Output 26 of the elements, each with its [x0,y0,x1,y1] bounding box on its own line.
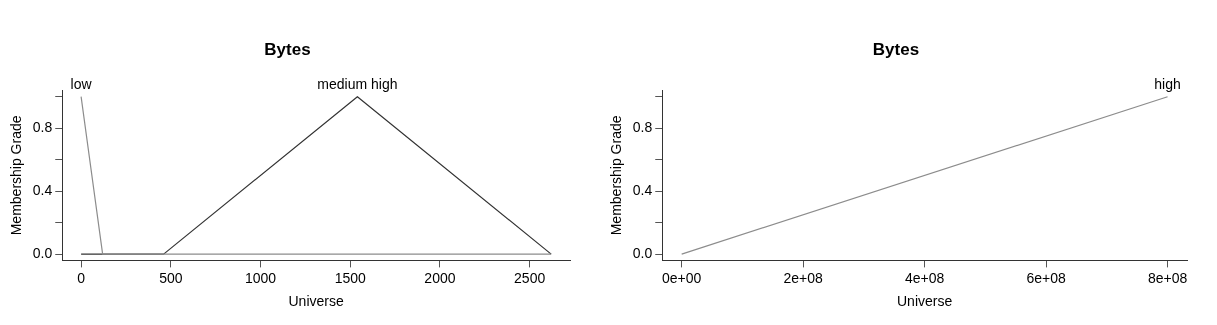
x-tick-label: 2000 [424,269,456,286]
y-tick-label: 0.8 [32,119,53,136]
x-tick-label: 2500 [514,269,546,286]
series-label: low [70,75,93,92]
series-label: high [1154,75,1181,92]
x-tick-label: 1500 [334,269,366,286]
x-tick-label: 0e+00 [662,269,702,286]
chart-title: Bytes [264,39,311,59]
series-label: medium high [317,75,398,92]
y-tick-label: 0.0 [632,244,653,261]
x-tick-label: 8e+08 [1147,269,1188,286]
y-axis-title: Membership Grade [8,115,25,236]
x-axis-title: Universe [288,293,344,310]
x-tick-label: 0 [77,269,86,286]
y-tick-label: 0.4 [632,182,653,198]
x-tick-label: 6e+08 [1026,269,1066,286]
y-tick-label: 0.4 [32,182,53,198]
x-tick-label: 2e+08 [783,269,824,286]
x-tick-label: 4e+08 [904,269,945,286]
y-tick-label: 0.0 [32,244,53,261]
y-tick-label: 0.8 [632,119,653,136]
chart-title: Bytes [872,39,920,59]
y-axis-title: Membership Grade [608,115,625,236]
x-axis-title: Universe [897,293,953,310]
x-tick-label: 1000 [244,269,277,286]
x-tick-label: 500 [159,269,183,286]
